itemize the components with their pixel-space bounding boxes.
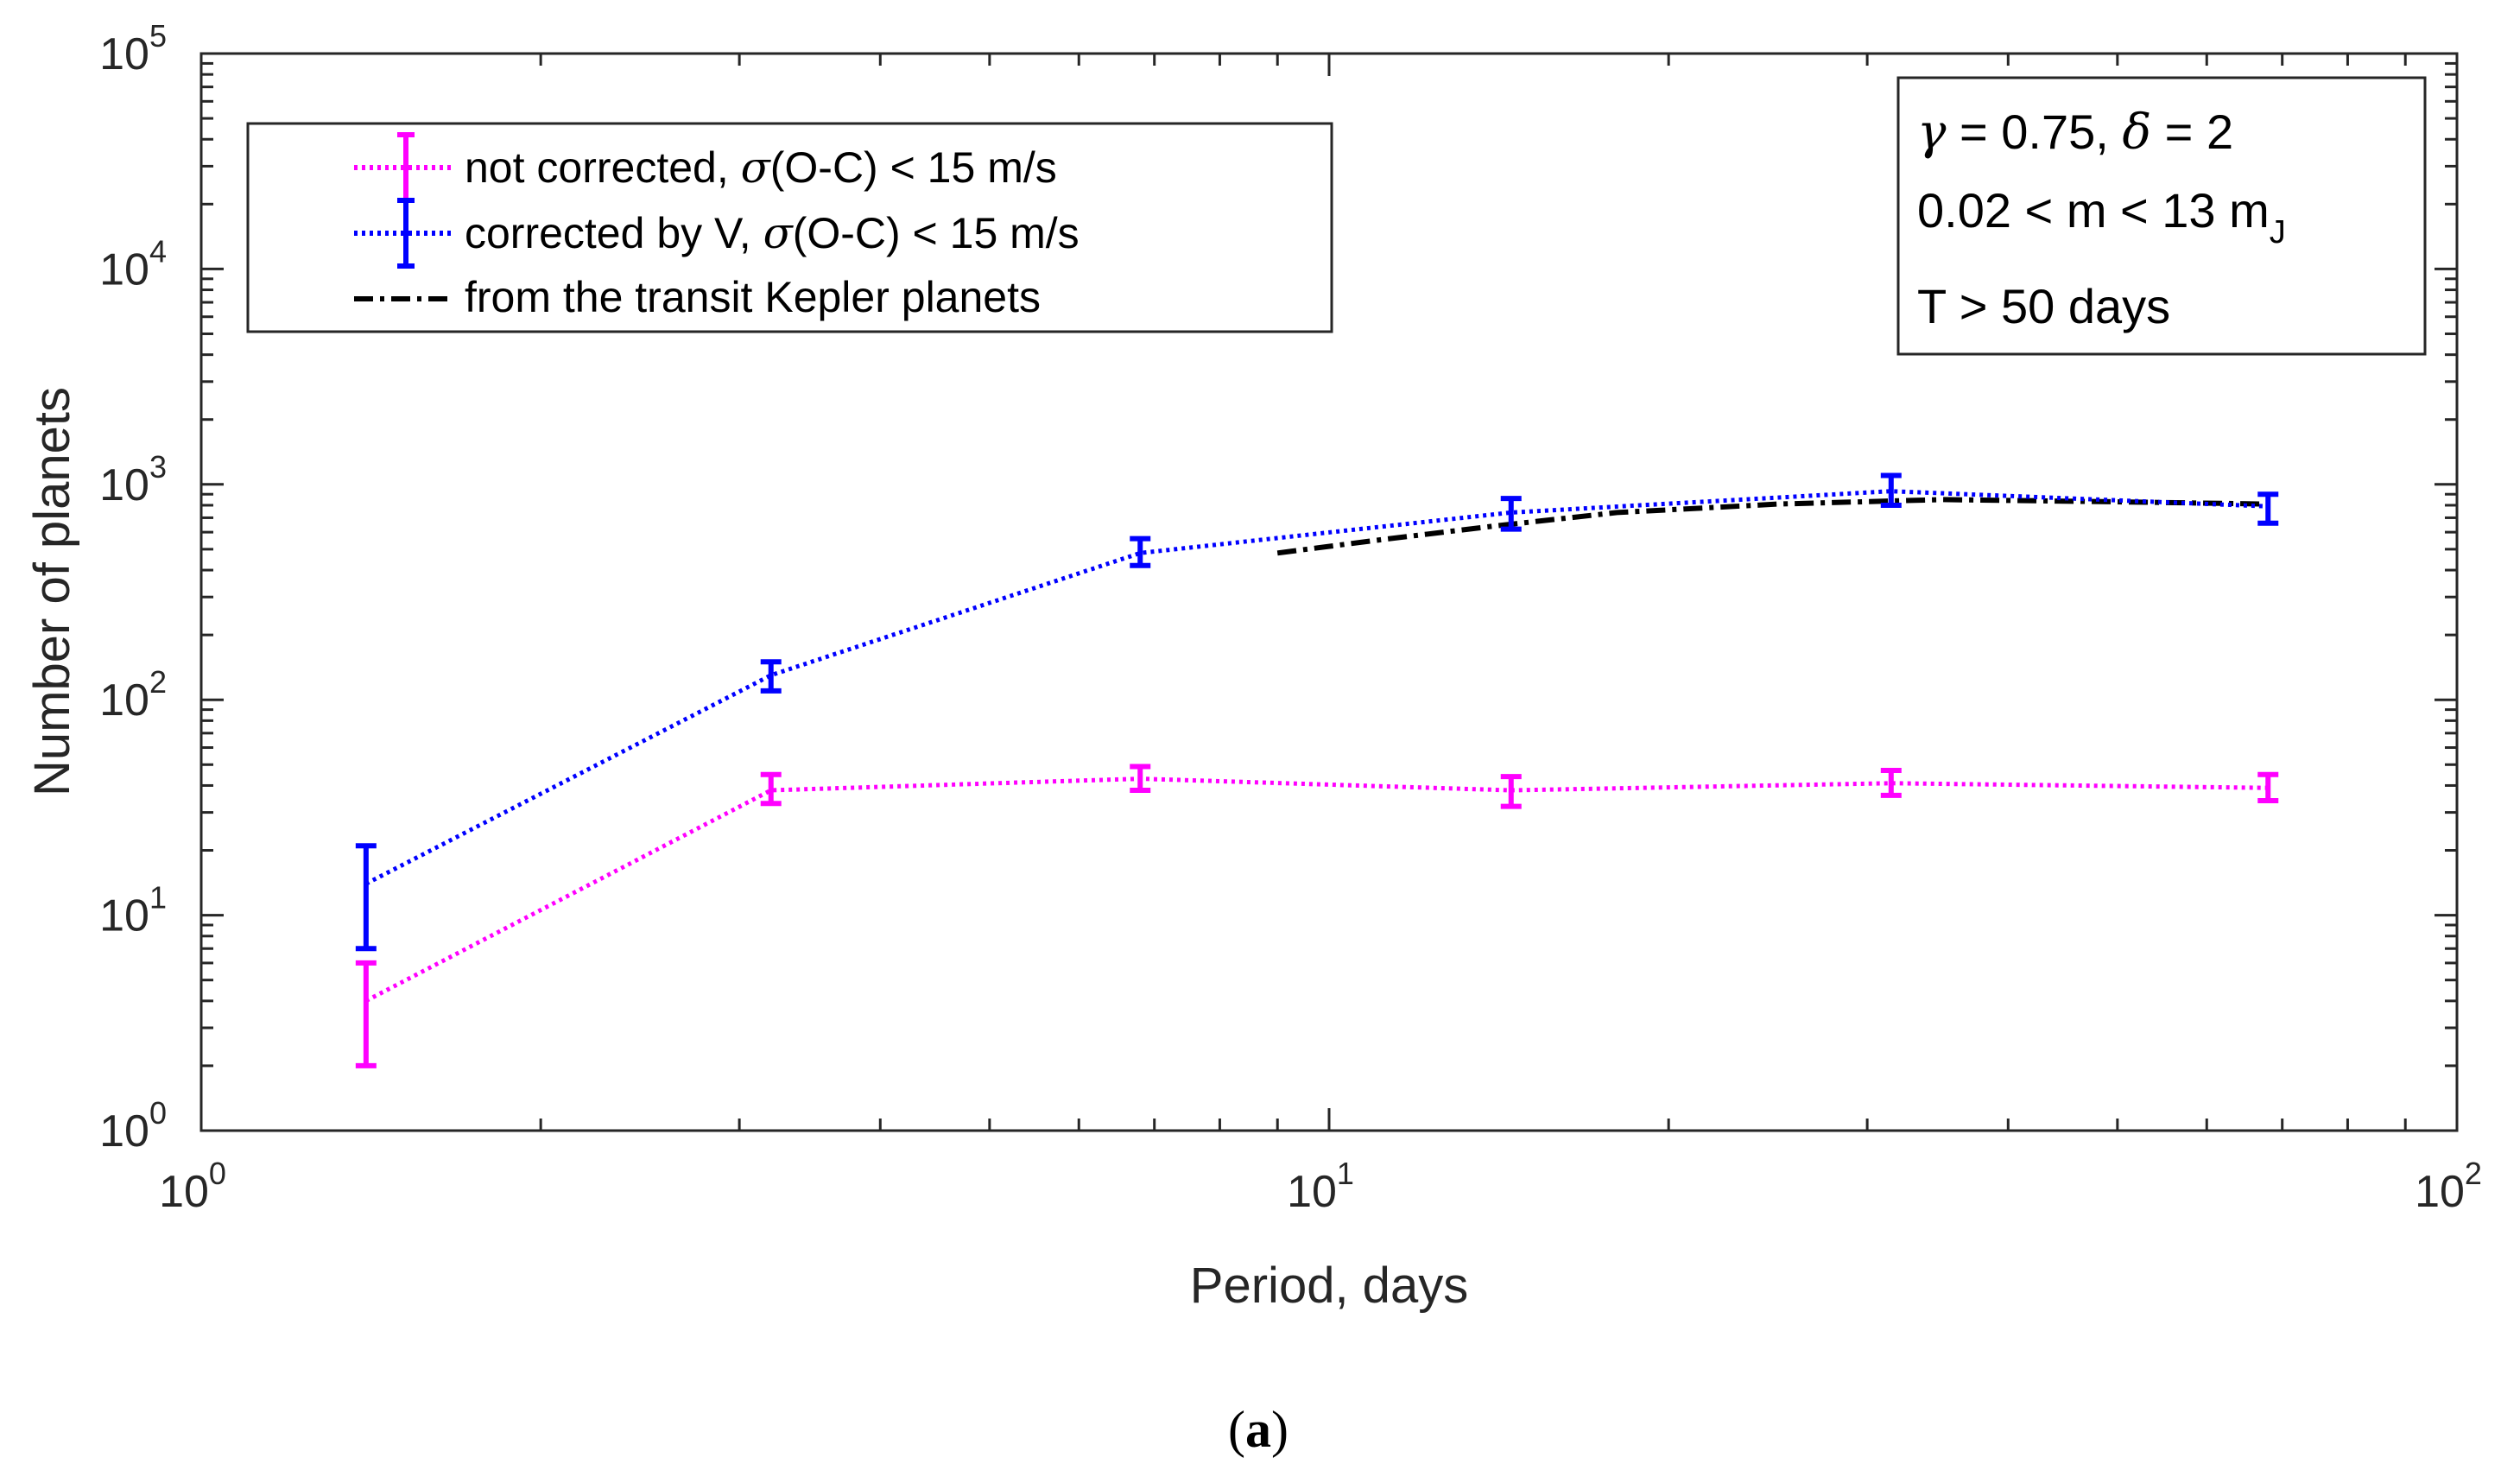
- y-tick-label: 102: [99, 664, 167, 726]
- series-line: [364, 776, 2269, 1004]
- y-tick-labels: 100 101 102 103 104 105: [99, 18, 167, 1157]
- annotation-line-3: T > 50 days: [1917, 279, 2170, 333]
- y-tick-label: 100: [99, 1095, 167, 1157]
- figure-caption: (a): [1228, 1401, 1288, 1458]
- parameter-annotation: γ = 0.75, δ = 2 0.02 < m < 13 mJ T > 50 …: [1896, 76, 2427, 356]
- annotation-line-2: 0.02 < m < 13 mJ: [1917, 183, 2286, 250]
- annotation-box: [1896, 76, 2427, 356]
- legend-entry-corrected-by-v: corrected by V, σ(O-C) < 15 m/s: [465, 208, 1080, 258]
- y-tick-label: 103: [99, 449, 167, 510]
- x-tick-label: 100: [159, 1156, 226, 1217]
- legend-swatches: [354, 132, 453, 301]
- x-tick-label: 102: [2415, 1156, 2482, 1217]
- series-layer: [355, 472, 2279, 1068]
- series-from-the-transit-kepler-planets: [1276, 497, 2269, 556]
- y-axis-label: Number of planets: [24, 387, 80, 796]
- legend: not corrected, σ(O-C) < 15 m/s corrected…: [246, 122, 1333, 333]
- series-corrected-by-v: [355, 472, 2279, 952]
- y-tick-label: 104: [99, 233, 167, 295]
- legend-entry-not-corrected: not corrected, σ(O-C) < 15 m/s: [465, 143, 1057, 193]
- x-axis-label: Period, days: [1190, 1258, 1468, 1314]
- annotation-line-1: γ = 0.75, δ = 2: [1917, 105, 2233, 161]
- x-tick-label: 101: [1287, 1156, 1354, 1217]
- y-tick-label: 101: [99, 880, 167, 941]
- series-line: [1276, 497, 2269, 556]
- axis-ticks: [199, 54, 2459, 1132]
- series-not-corrected: [355, 764, 2279, 1068]
- y-tick-label: 105: [99, 18, 167, 79]
- x-tick-labels: 100 101 102: [159, 1156, 2482, 1217]
- legend-entry-kepler: from the transit Kepler planets: [465, 273, 1041, 321]
